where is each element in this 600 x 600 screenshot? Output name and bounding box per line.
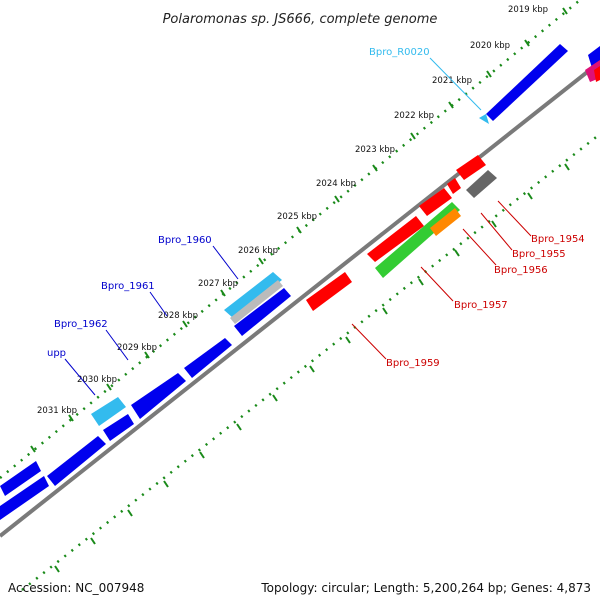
gene-labels: Bpro_R0020 Bpro_1960 Bpro_1961 Bpro_1962… xyxy=(47,47,585,369)
label-bpro-1959[interactable]: Bpro_1959 xyxy=(386,358,440,369)
genome-summary-text: Topology: circular; Length: 5,200,264 bp… xyxy=(261,581,591,595)
tick-labels: 2019 kbp 2020 kbp 2021 kbp 2022 kbp 2023… xyxy=(37,5,548,416)
gene-forward[interactable] xyxy=(184,338,232,378)
inner-major-ticks xyxy=(54,163,570,573)
gene-bpro-1960[interactable] xyxy=(224,272,282,318)
gene-forward[interactable] xyxy=(103,414,134,441)
inner-tick-ring xyxy=(21,133,600,591)
gene-forward[interactable] xyxy=(486,44,568,121)
tick-label-2028: 2028 kbp xyxy=(158,311,198,321)
forward-strand-genes xyxy=(0,44,600,520)
gene-bpro-1954[interactable] xyxy=(456,155,486,180)
tick-label-2025: 2025 kbp xyxy=(277,212,317,222)
label-bpro-1954[interactable]: Bpro_1954 xyxy=(531,234,585,245)
label-leader-lines xyxy=(64,57,532,396)
tick-label-2031: 2031 kbp xyxy=(37,406,77,416)
label-bpro-r0020[interactable]: Bpro_R0020 xyxy=(369,47,430,58)
gene-reverse[interactable] xyxy=(367,216,424,262)
tick-label-2020: 2020 kbp xyxy=(470,41,510,51)
gene-upp[interactable] xyxy=(91,397,126,426)
gene-bpro-1956[interactable] xyxy=(430,208,461,236)
tick-label-2023: 2023 kbp xyxy=(355,145,395,155)
label-bpro-1956[interactable]: Bpro_1956 xyxy=(494,265,548,276)
tick-label-2029: 2029 kbp xyxy=(117,343,157,353)
tick-label-2030: 2030 kbp xyxy=(77,375,117,385)
gene-reverse-edge[interactable] xyxy=(594,66,600,82)
gene-reverse[interactable] xyxy=(419,188,452,216)
gene-forward[interactable] xyxy=(47,436,106,486)
gene-forward[interactable] xyxy=(0,461,41,496)
tick-label-2026: 2026 kbp xyxy=(238,246,278,256)
label-bpro-1960[interactable]: Bpro_1960 xyxy=(158,235,212,246)
gene-bpro-1955[interactable] xyxy=(466,170,497,198)
tick-label-2022: 2022 kbp xyxy=(394,111,434,121)
genome-backbone xyxy=(0,60,600,538)
gene-forward[interactable] xyxy=(131,373,186,419)
gene-bpro-r0020[interactable] xyxy=(479,114,489,124)
accession-text: Accession: NC_007948 xyxy=(8,581,145,595)
tick-label-2027: 2027 kbp xyxy=(198,279,238,289)
tick-label-2019: 2019 kbp xyxy=(508,5,548,15)
gene-forward[interactable] xyxy=(234,288,291,336)
reverse-strand-genes xyxy=(306,60,600,311)
label-bpro-1961[interactable]: Bpro_1961 xyxy=(101,281,155,292)
gene-bpro-1960-shadow xyxy=(230,280,283,324)
gene-bpro-1959[interactable] xyxy=(306,272,352,311)
map-title: Polaromonas sp. JS666, complete genome xyxy=(163,12,438,27)
gene-reverse[interactable] xyxy=(447,178,461,194)
label-bpro-1957[interactable]: Bpro_1957 xyxy=(454,300,508,311)
label-upp[interactable]: upp xyxy=(47,348,66,359)
label-bpro-1962[interactable]: Bpro_1962 xyxy=(54,319,108,330)
outer-major-ticks xyxy=(30,7,568,453)
label-bpro-1955[interactable]: Bpro_1955 xyxy=(512,249,566,260)
tick-label-2024: 2024 kbp xyxy=(316,179,356,189)
gene-forward[interactable] xyxy=(0,476,49,520)
